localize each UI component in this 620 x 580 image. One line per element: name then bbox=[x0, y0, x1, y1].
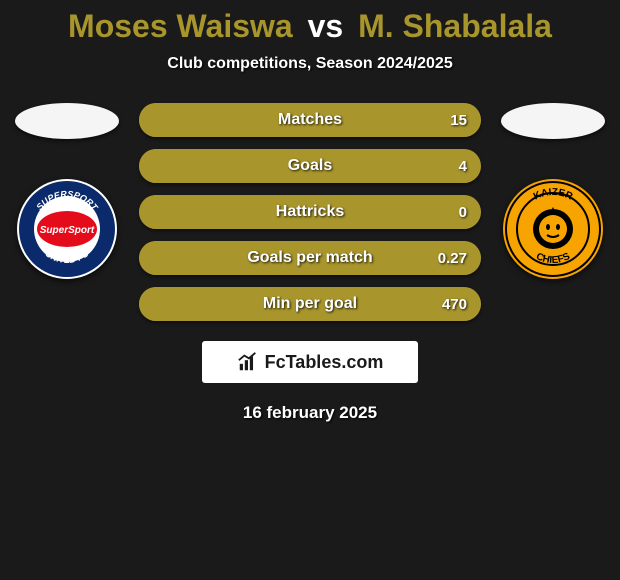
stat-label: Min per goal bbox=[263, 295, 357, 313]
club-badge-right: KAIZER CHIEFS bbox=[503, 179, 603, 279]
stat-bar: Hattricks 0 bbox=[139, 195, 481, 229]
watermark: FcTables.com bbox=[202, 341, 418, 383]
supersport-badge-svg: SUPERSPORT UNITED FC SuperSport bbox=[17, 179, 117, 279]
player2-photo-placeholder bbox=[501, 103, 605, 139]
stat-bar: Matches 15 bbox=[139, 103, 481, 137]
stat-bar: Goals per match 0.27 bbox=[139, 241, 481, 275]
chart-icon bbox=[237, 351, 259, 373]
player1-photo-placeholder bbox=[15, 103, 119, 139]
watermark-text: FcTables.com bbox=[265, 352, 384, 373]
right-column: KAIZER CHIEFS bbox=[499, 103, 607, 279]
stat-label: Hattricks bbox=[276, 203, 344, 221]
left-column: SUPERSPORT UNITED FC SuperSport bbox=[13, 103, 121, 279]
svg-text:SuperSport: SuperSport bbox=[40, 225, 95, 236]
player1-name: Moses Waiswa bbox=[68, 8, 293, 44]
kaizer-chiefs-badge-svg: KAIZER CHIEFS bbox=[503, 179, 603, 279]
stat-value-right: 0 bbox=[459, 204, 467, 221]
stat-bar: Min per goal 470 bbox=[139, 287, 481, 321]
club-badge-left: SUPERSPORT UNITED FC SuperSport bbox=[17, 179, 117, 279]
stat-value-right: 15 bbox=[450, 112, 467, 129]
comparison-card: Moses Waiswa vs M. Shabalala Club compet… bbox=[0, 0, 620, 423]
stat-value-right: 0.27 bbox=[438, 250, 467, 267]
main-row: SUPERSPORT UNITED FC SuperSport Matches 1… bbox=[0, 103, 620, 321]
vs-text: vs bbox=[308, 8, 344, 44]
stat-label: Goals per match bbox=[247, 249, 372, 267]
page-title: Moses Waiswa vs M. Shabalala bbox=[0, 8, 620, 45]
stat-value-right: 4 bbox=[459, 158, 467, 175]
player2-name: M. Shabalala bbox=[358, 8, 552, 44]
stat-value-right: 470 bbox=[442, 296, 467, 313]
date-text: 16 february 2025 bbox=[0, 403, 620, 423]
stats-column: Matches 15 Goals 4 Hattricks 0 Goals per match… bbox=[139, 103, 481, 321]
stat-bar: Goals 4 bbox=[139, 149, 481, 183]
stat-label: Matches bbox=[278, 111, 342, 129]
subtitle: Club competitions, Season 2024/2025 bbox=[0, 55, 620, 73]
stat-label: Goals bbox=[288, 157, 332, 175]
